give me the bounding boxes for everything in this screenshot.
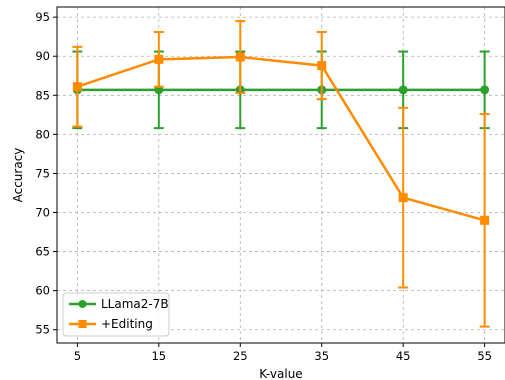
y-tick-label: 80: [35, 127, 50, 141]
x-axis-label: K-value: [259, 367, 302, 380]
y-tick-label: 85: [35, 88, 50, 102]
x-tick-label: 25: [233, 349, 248, 363]
y-tick-label: 70: [35, 206, 50, 220]
y-tick-label: 95: [35, 10, 50, 24]
series-layer: [72, 20, 490, 328]
legend-label-llama2-7b: LLama2-7B: [101, 297, 169, 311]
data-point-editing: [154, 54, 164, 64]
data-point-editing: [235, 52, 245, 62]
legend: LLama2-7B +Editing: [62, 292, 170, 337]
plot-area: [57, 7, 505, 343]
y-tick-label: 60: [35, 284, 50, 298]
axes: 5 15 25 35 45 55 55 60 65 70 75 80 85 90 95: [35, 10, 492, 363]
y-tick-label: 75: [35, 166, 50, 180]
y-axis-label: Accuracy: [11, 148, 25, 203]
data-point-editing: [480, 215, 490, 225]
x-tick-label: 55: [477, 349, 492, 363]
legend-label-editing: +Editing: [101, 317, 153, 331]
data-point-llama2-7b: [480, 85, 490, 95]
y-tick-label: 65: [35, 245, 50, 259]
y-tick-label: 55: [35, 323, 50, 337]
legend-entry-editing: +Editing: [69, 317, 153, 331]
x-tick-label: 15: [151, 349, 166, 363]
legend-entry-llama2-7b: LLama2-7B: [69, 297, 169, 311]
legend-marker-llama2-7b: [78, 300, 87, 308]
data-point-editing: [398, 193, 408, 203]
data-point-editing: [72, 82, 82, 92]
y-tick-label: 90: [35, 49, 50, 63]
series-line-editing: [76, 55, 485, 222]
legend-marker-editing: [78, 320, 87, 328]
series-editing: [72, 20, 490, 328]
data-point-editing: [317, 61, 327, 71]
x-tick-label: 35: [314, 349, 329, 363]
x-tick-label: 45: [396, 349, 411, 363]
data-point-llama2-7b: [398, 85, 408, 95]
plot-frame: [56, 6, 505, 344]
x-tick-label: 5: [74, 349, 81, 363]
